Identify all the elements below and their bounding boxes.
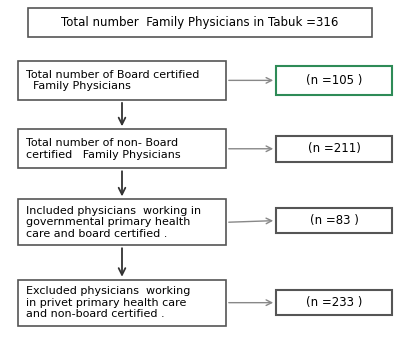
FancyBboxPatch shape — [276, 66, 392, 95]
Text: Excluded physicians  working
in privet primary health care
and non-board certifi: Excluded physicians working in privet pr… — [26, 286, 190, 319]
Text: Total number of non- Board
certified   Family Physicians: Total number of non- Board certified Fam… — [26, 138, 181, 160]
Text: (n =83 ): (n =83 ) — [310, 214, 358, 227]
Text: (n =233 ): (n =233 ) — [306, 296, 362, 309]
Text: Total number  Family Physicians in Tabuk =316: Total number Family Physicians in Tabuk … — [61, 16, 339, 29]
FancyBboxPatch shape — [18, 280, 226, 326]
FancyBboxPatch shape — [276, 208, 392, 233]
FancyBboxPatch shape — [18, 129, 226, 169]
Text: (n =105 ): (n =105 ) — [306, 74, 362, 87]
Text: Total number of Board certified
  Family Physicians: Total number of Board certified Family P… — [26, 69, 199, 91]
FancyBboxPatch shape — [276, 290, 392, 315]
FancyBboxPatch shape — [28, 8, 372, 37]
FancyBboxPatch shape — [18, 61, 226, 100]
Text: (n =211): (n =211) — [308, 142, 360, 155]
FancyBboxPatch shape — [18, 199, 226, 246]
Text: Included physicians  working in
governmental primary health
care and board certi: Included physicians working in governmen… — [26, 206, 201, 239]
FancyBboxPatch shape — [276, 136, 392, 162]
